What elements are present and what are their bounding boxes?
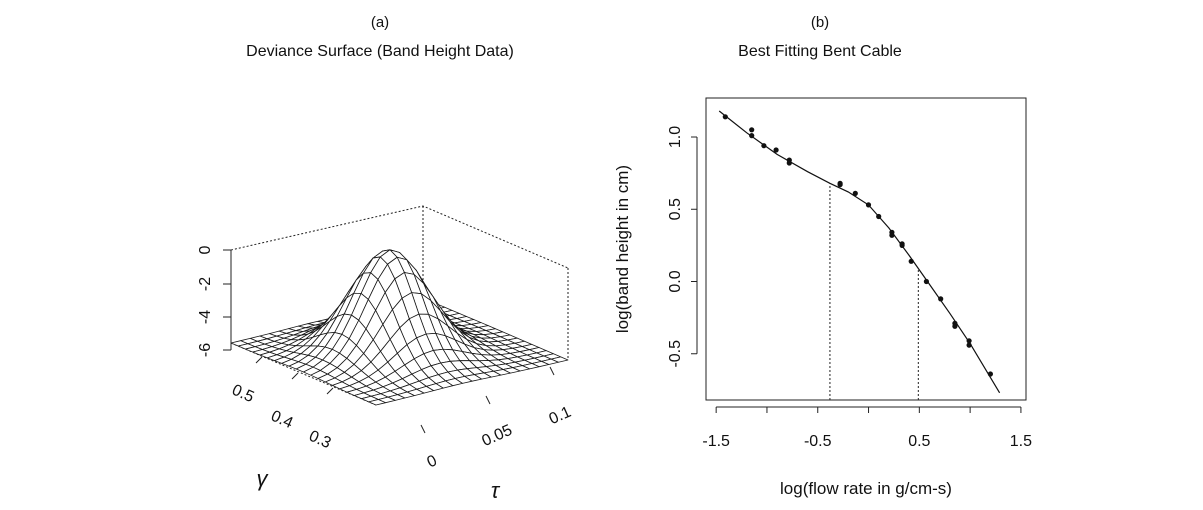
- data-point: [852, 190, 858, 196]
- z-axis: [223, 249, 232, 351]
- data-points: [722, 114, 994, 377]
- data-point: [952, 323, 958, 329]
- fit-line-group: [718, 110, 1001, 394]
- data-point: [865, 202, 872, 208]
- panel-a-title: Deviance Surface (Band Height Data): [246, 43, 514, 60]
- tau-tick-label: 0.1: [547, 404, 574, 429]
- breakpoint-guides: [829, 183, 919, 400]
- gamma-tick-0.5: [255, 356, 263, 364]
- tau-axis: [420, 366, 555, 434]
- z-tick-label: -6: [197, 343, 214, 357]
- tau-tick-0.05: [485, 395, 491, 405]
- data-point: [876, 213, 882, 220]
- data-point: [761, 143, 767, 149]
- plot-axes: -1.5 -0.5 0.5 1.5 -0.5 0.0 0.5 1.0: [667, 126, 1032, 450]
- data-point: [722, 114, 728, 120]
- data-point: [966, 338, 972, 344]
- x-tick-label: -0.5: [804, 433, 832, 450]
- data-point: [786, 160, 792, 166]
- data-point: [837, 182, 843, 188]
- gamma-tick-label: 0.3: [306, 428, 333, 453]
- gamma-tick-labels: 0.5 0.4 0.3: [229, 382, 333, 453]
- data-point: [773, 147, 779, 153]
- y-tick-label: 1.0: [667, 126, 684, 148]
- fit-line: [718, 110, 1001, 394]
- x-axis-label: log(flow rate in g/cm-s): [780, 479, 952, 498]
- z-tick-label: -4: [197, 310, 214, 324]
- z-tick-label: 0: [197, 245, 214, 254]
- data-point: [889, 232, 895, 238]
- y-tick-label: 0.5: [667, 198, 684, 220]
- data-point: [908, 258, 914, 264]
- panel-a: (a) Deviance Surface (Band Height Data) …: [197, 14, 574, 503]
- data-point: [966, 342, 972, 348]
- z-tick-labels: 0 -2 -4 -6: [197, 245, 214, 357]
- tau-axis-label: τ: [491, 478, 501, 503]
- surface-mesh: [230, 249, 569, 406]
- x-tick-label: -1.5: [702, 433, 730, 450]
- gamma-axis-label: γ: [257, 466, 270, 491]
- data-point: [749, 133, 755, 139]
- gamma-tick-label: 0.4: [268, 408, 295, 433]
- tau-tick-0.1: [549, 366, 555, 376]
- panel-b-label: (b): [811, 14, 829, 31]
- data-point: [923, 278, 930, 285]
- panel-b-title: Best Fitting Bent Cable: [738, 43, 902, 60]
- data-point: [749, 127, 755, 133]
- surface-facet: [368, 399, 386, 406]
- tau-tick-0: [420, 424, 426, 434]
- data-point: [899, 242, 905, 248]
- gamma-tick-0.4: [291, 372, 299, 380]
- plot-frame: [705, 97, 1027, 401]
- tau-tick-label: 0: [425, 452, 440, 471]
- x-tick-label: 1.5: [1010, 433, 1032, 450]
- gamma-axis: [255, 356, 334, 395]
- data-point: [987, 371, 994, 377]
- panel-a-label: (a): [371, 14, 389, 31]
- data-point: [938, 296, 944, 302]
- tau-tick-label: 0.05: [479, 422, 514, 450]
- x-tick-label: 0.5: [908, 433, 930, 450]
- panel-b: (b) Best Fitting Bent Cable -1.5 -0.5 0.5 1…: [613, 14, 1032, 498]
- y-tick-label: -0.5: [667, 340, 684, 368]
- gamma-tick-0.3: [326, 387, 334, 395]
- gamma-tick-label: 0.5: [229, 382, 256, 407]
- y-tick-label: 0.0: [667, 270, 684, 292]
- y-axis-label: log(band height in cm): [613, 165, 632, 333]
- box-front-edges: [230, 268, 569, 406]
- tau-tick-labels: 0 0.05 0.1: [425, 404, 574, 472]
- z-tick-label: -2: [197, 277, 214, 291]
